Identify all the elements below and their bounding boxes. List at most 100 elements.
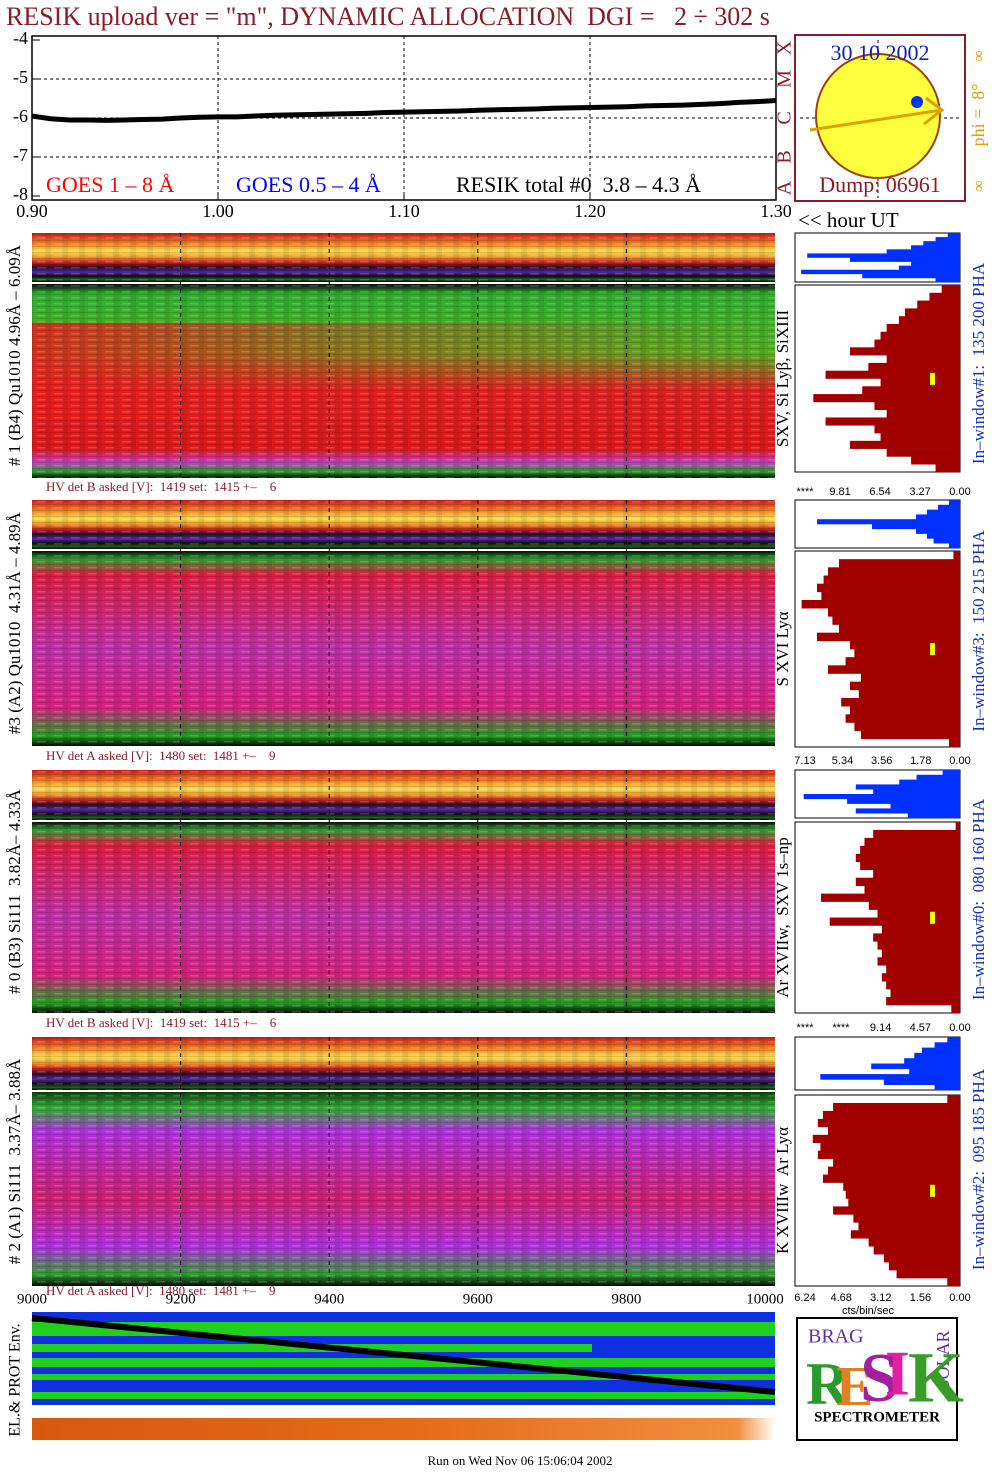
hist-bar	[850, 706, 960, 715]
window-label: In–window#1: 135 200 PHA	[969, 262, 988, 464]
sun-disk	[815, 53, 941, 179]
hist-tick-label: 3.27	[909, 486, 930, 498]
hist-tick-label: 7.13	[794, 755, 815, 767]
x-tick-label: 1.20	[574, 201, 606, 221]
hist-bar	[951, 1005, 960, 1014]
strip-bar	[872, 524, 960, 530]
strip-bar	[909, 1068, 960, 1075]
class-label: C	[774, 111, 796, 124]
hist-bar	[911, 456, 960, 465]
strip-bar	[935, 237, 960, 242]
hist-tick-label: 3.12	[870, 1292, 891, 1304]
hist-bar	[873, 829, 960, 839]
strip-bar	[855, 808, 960, 814]
hist-bar	[855, 853, 960, 863]
hist-bar	[886, 965, 960, 974]
hist-bar	[828, 665, 960, 674]
hist-bar	[832, 616, 960, 625]
x-tick-label: 1.10	[388, 201, 420, 221]
strip-bar	[938, 504, 960, 510]
hist-bar	[828, 1126, 960, 1136]
hist-bar	[817, 1150, 960, 1159]
hist-bar	[864, 885, 960, 894]
strip-bar	[911, 245, 960, 250]
hist-bar	[917, 300, 960, 309]
y-tick-label: -8	[13, 184, 28, 204]
hist-bar	[821, 893, 960, 902]
strip-bar	[850, 257, 960, 262]
x-tick-label: 10000	[746, 1291, 784, 1307]
strip-bar	[921, 1047, 960, 1054]
logo-letter: E	[836, 1356, 873, 1418]
sun-phi: phi = 8°	[968, 84, 988, 147]
strip-bar	[942, 770, 960, 776]
hist-bar	[833, 1102, 960, 1112]
hist-bar	[947, 1278, 960, 1287]
strip-bar	[883, 1079, 960, 1085]
strip-bar	[807, 253, 960, 258]
logo-letter: S	[860, 1340, 899, 1417]
x-tick-label: 9200	[166, 1291, 196, 1307]
hist-tick-label: 5.34	[832, 755, 853, 767]
window-marker	[930, 643, 935, 656]
hist-bar	[828, 567, 960, 576]
hist-tick-label: 6.54	[869, 486, 890, 498]
hist-bar	[873, 869, 960, 879]
y-tick-label: -6	[13, 106, 28, 126]
hist-bar	[817, 583, 960, 593]
sun-mark: ∞	[971, 180, 988, 191]
hist-bar	[883, 1254, 960, 1263]
hist-bar	[850, 640, 960, 650]
x-axis-label: << hour UT	[798, 208, 899, 232]
sun-date: 30 10 2002	[831, 40, 930, 65]
strip-bar	[820, 1074, 960, 1080]
hist-bar	[813, 394, 960, 403]
logo-letter: I	[885, 1338, 910, 1409]
strip-bar	[801, 269, 960, 275]
x-tick-label: 9800	[611, 1291, 641, 1307]
hist-bar	[841, 698, 960, 707]
hist-tick-label: 4.68	[830, 1292, 851, 1304]
line-label: K XVIIIw Ar Lyα	[773, 1127, 792, 1254]
window-label: In–window#3: 150 215 PHA	[969, 530, 988, 732]
hist-bar	[873, 1246, 960, 1255]
hist-bar	[855, 877, 960, 886]
hist-bar	[861, 673, 960, 682]
strip-bar	[803, 794, 960, 800]
hv-text: HV det B asked [V]: 1419 set: 1415 +– 6	[46, 1015, 277, 1030]
hist-tick-label: ****	[796, 486, 814, 498]
hv-text: HV det A asked [V]: 1480 set: 1481 +– 9	[46, 748, 276, 763]
strip-bar	[886, 249, 960, 254]
hist-bar	[905, 308, 960, 317]
sun-mark: ∞	[971, 50, 988, 61]
hist-tick-label: 9.14	[870, 1022, 891, 1034]
hist-bar	[843, 1182, 960, 1191]
env-label: EL.& PROT Env.	[7, 1323, 24, 1436]
hist-bar	[955, 822, 960, 831]
strip-bar	[862, 273, 960, 279]
hist-bar	[886, 409, 960, 418]
hist-bar	[817, 1118, 960, 1128]
hist-bar	[858, 689, 960, 699]
window-label: In–window#2: 095 185 PHA	[969, 1068, 988, 1270]
logo-letter: R	[806, 1351, 850, 1417]
hist-bar	[829, 917, 960, 926]
sun-pointer	[911, 96, 923, 108]
hist-bar	[861, 730, 960, 740]
hist-tick-label: 6.24	[794, 1292, 815, 1304]
hist-bar	[935, 464, 960, 473]
logo-letter: K	[908, 1338, 964, 1418]
panel-label: #3 (A2) Qu1010 4.31Å – 4.89Å	[5, 511, 24, 734]
hist-bar	[874, 339, 960, 348]
hist-bar	[868, 362, 960, 372]
strip-bar	[817, 519, 960, 525]
hist-bar	[881, 973, 960, 982]
hist-bar	[833, 1206, 960, 1215]
hist-bar	[886, 355, 960, 364]
hist-bar	[850, 347, 960, 356]
logo-side: SOLAR	[933, 1330, 953, 1389]
class-label: B	[774, 150, 796, 163]
hist-bar	[850, 1230, 960, 1239]
hist-bar	[896, 1270, 960, 1279]
strip-bar	[923, 241, 960, 246]
